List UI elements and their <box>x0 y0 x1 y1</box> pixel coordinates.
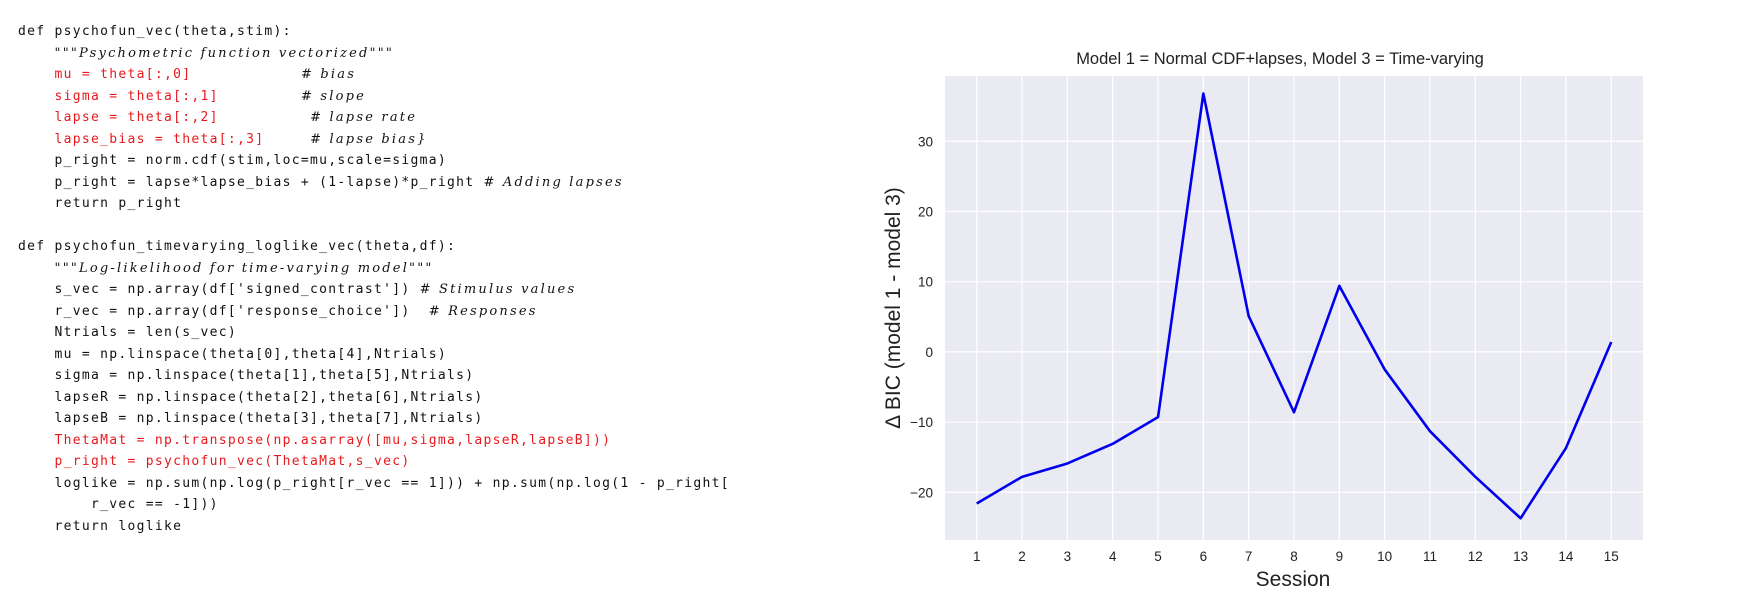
x-tick-label: 12 <box>1468 549 1483 564</box>
code-text: loglike = np.sum(np.log(p_right[r_vec ==… <box>18 475 730 491</box>
code-line: r_vec == -1])) <box>18 494 730 516</box>
code-text: return p_right <box>18 196 183 211</box>
code-line: return p_right <box>18 193 730 215</box>
code-text: r_vec = np.array(df['response_choice']) <box>18 303 429 319</box>
x-tick-label: 5 <box>1154 549 1162 564</box>
x-tick-label: 9 <box>1336 549 1344 564</box>
x-tick-label: 6 <box>1200 549 1208 564</box>
code-line: mu = theta[:,0] # bias <box>18 64 730 86</box>
y-tick-label: −20 <box>910 485 933 500</box>
code-line: def psychofun_vec(theta,stim): <box>18 21 730 43</box>
code-comment: # lapse rate <box>310 110 418 125</box>
x-tick-label: 8 <box>1290 549 1298 564</box>
code-line: lapse = theta[:,2] # lapse rate <box>18 107 730 129</box>
code-text: sigma = np.linspace(theta[1],theta[5],Nt… <box>18 368 475 383</box>
code-text: ThetaMat = np.transpose(np.asarray([mu,s… <box>18 432 612 448</box>
code-text: p_right = lapse*lapse_bias + (1-lapse)*p… <box>18 174 484 190</box>
code-comment: """Log-likelihood for time-varying model… <box>54 260 434 276</box>
code-line: lapseR = np.linspace(theta[2],theta[6],N… <box>18 387 730 409</box>
code-line: p_right = psychofun_vec(ThetaMat,s_vec) <box>18 451 730 473</box>
x-tick-labels: 1 2 3 4 5 6 7 8 9 10 11 12 13 14 15 <box>973 549 1619 564</box>
code-text: p_right = norm.cdf(stim,loc=mu,scale=sig… <box>18 153 447 168</box>
code-text: lapse_bias = theta[:,3] <box>18 131 311 147</box>
code-text: return loglike <box>18 518 183 534</box>
code-comment: # slope <box>300 88 367 104</box>
code-text: p_right = psychofun_vec(ThetaMat,s_vec) <box>18 454 411 469</box>
x-tick-label: 2 <box>1018 549 1026 564</box>
y-tick-label: −10 <box>910 415 933 430</box>
code-line: """Psychometric function vectorized""" <box>18 43 730 65</box>
x-tick-label: 1 <box>973 549 981 564</box>
y-tick-label: 0 <box>925 345 933 360</box>
code-comment: """Psychometric function vectorized""" <box>54 45 395 61</box>
code-comment: # Stimulus values <box>419 282 577 297</box>
y-tick-label: 10 <box>918 275 933 290</box>
code-text: lapseR = np.linspace(theta[2],theta[6],N… <box>18 389 484 405</box>
x-tick-label: 4 <box>1109 549 1117 564</box>
chart-title: Model 1 = Normal CDF+lapses, Model 3 = T… <box>1076 50 1484 68</box>
x-axis-label: Session <box>1256 568 1331 591</box>
y-tick-label: 30 <box>918 134 933 149</box>
y-tick-labels: −20 −10 0 10 20 30 <box>910 134 933 500</box>
x-tick-label: 3 <box>1064 549 1072 564</box>
code-line: ThetaMat = np.transpose(np.asarray([mu,s… <box>18 430 730 452</box>
code-line: """Log-likelihood for time-varying model… <box>18 258 730 280</box>
y-tick-label: 20 <box>918 204 933 219</box>
code-line: p_right = norm.cdf(stim,loc=mu,scale=sig… <box>18 150 730 172</box>
x-tick-label: 14 <box>1558 549 1574 564</box>
grid-lines <box>945 76 1643 540</box>
bic-difference-line <box>976 92 1613 520</box>
code-text: lapse = theta[:,2] <box>18 110 311 125</box>
code-comment: # Adding lapses <box>483 174 624 190</box>
x-tick-label: 11 <box>1423 549 1437 564</box>
code-comment: # lapse bias} <box>310 131 428 147</box>
code-line: return loglike <box>18 516 730 538</box>
code-line: loglike = np.sum(np.log(p_right[r_vec ==… <box>18 473 730 495</box>
code-line: s_vec = np.array(df['signed_contrast']) … <box>18 279 730 301</box>
code-line: mu = np.linspace(theta[0],theta[4],Ntria… <box>18 344 730 366</box>
x-tick-label: 7 <box>1245 549 1253 564</box>
code-listing: def psychofun_vec(theta,stim): """Psycho… <box>18 21 730 537</box>
code-text: def psychofun_timevarying_loglike_vec(th… <box>18 239 457 254</box>
code-text: Ntrials = len(s_vec) <box>18 325 238 340</box>
code-line: sigma = theta[:,1] # slope <box>18 86 730 108</box>
code-line: lapseB = np.linspace(theta[3],theta[7],N… <box>18 408 730 430</box>
code-text: r_vec == -1])) <box>18 497 219 512</box>
code-line: sigma = np.linspace(theta[1],theta[5],Nt… <box>18 365 730 387</box>
code-comment: # Responses <box>428 303 538 319</box>
code-text: lapseB = np.linspace(theta[3],theta[7],N… <box>18 411 484 426</box>
code-line: Ntrials = len(s_vec) <box>18 322 730 344</box>
code-line: r_vec = np.array(df['response_choice']) … <box>18 301 730 323</box>
code-line: lapse_bias = theta[:,3] # lapse bias} <box>18 129 730 151</box>
code-line: p_right = lapse*lapse_bias + (1-lapse)*p… <box>18 172 730 194</box>
code-text: mu = np.linspace(theta[0],theta[4],Ntria… <box>18 346 447 362</box>
code-text: def psychofun_vec(theta,stim): <box>18 24 292 39</box>
x-tick-label: 15 <box>1604 549 1619 564</box>
y-axis-label: Δ BIC (model 1 - model 3) <box>882 187 905 429</box>
x-tick-label: 10 <box>1377 549 1392 564</box>
code-comment: # bias <box>300 67 357 82</box>
code-text: sigma = theta[:,1] <box>18 88 301 104</box>
code-text: s_vec = np.array(df['signed_contrast']) <box>18 282 420 297</box>
x-tick-label: 13 <box>1513 549 1528 564</box>
code-line: def psychofun_timevarying_loglike_vec(th… <box>18 236 730 258</box>
code-text: mu = theta[:,0] <box>18 67 301 82</box>
